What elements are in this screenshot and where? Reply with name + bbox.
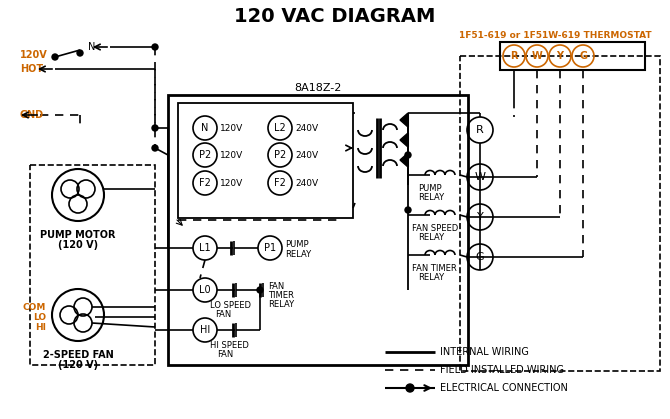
Text: RELAY: RELAY xyxy=(418,272,444,282)
Text: RELAY: RELAY xyxy=(285,249,311,259)
Text: HOT: HOT xyxy=(20,64,43,74)
Text: R: R xyxy=(511,51,518,61)
Text: Y: Y xyxy=(476,212,483,222)
Circle shape xyxy=(257,287,263,293)
Text: F2: F2 xyxy=(274,178,286,188)
Circle shape xyxy=(152,125,158,131)
Text: N: N xyxy=(201,123,208,133)
Text: PUMP: PUMP xyxy=(285,240,309,248)
Text: L1: L1 xyxy=(199,243,211,253)
Bar xyxy=(460,56,660,371)
Text: 240V: 240V xyxy=(295,124,318,132)
Text: FAN: FAN xyxy=(217,349,233,359)
Text: N: N xyxy=(88,42,96,52)
Text: L2: L2 xyxy=(274,123,286,133)
Text: INTERNAL WIRING: INTERNAL WIRING xyxy=(440,347,529,357)
Text: 120V: 120V xyxy=(220,124,243,132)
Text: 120V: 120V xyxy=(20,50,48,60)
Text: HI: HI xyxy=(200,325,210,335)
Text: G: G xyxy=(579,51,587,61)
Text: P2: P2 xyxy=(199,150,211,160)
Text: 120V: 120V xyxy=(220,178,243,187)
Text: ELECTRICAL CONNECTION: ELECTRICAL CONNECTION xyxy=(440,383,568,393)
Text: W: W xyxy=(531,51,543,61)
Text: P1: P1 xyxy=(264,243,276,253)
Bar xyxy=(500,42,645,70)
Text: RELAY: RELAY xyxy=(268,300,294,308)
Circle shape xyxy=(405,152,411,158)
Text: HI: HI xyxy=(35,323,46,331)
Text: 240V: 240V xyxy=(295,178,318,187)
Text: 8A18Z-2: 8A18Z-2 xyxy=(294,83,342,93)
Circle shape xyxy=(405,207,411,213)
Text: Y: Y xyxy=(557,51,563,61)
Bar xyxy=(178,103,353,218)
Text: COM: COM xyxy=(23,303,46,311)
Circle shape xyxy=(52,54,58,60)
Text: 1F51-619 or 1F51W-619 THERMOSTAT: 1F51-619 or 1F51W-619 THERMOSTAT xyxy=(459,31,651,39)
Text: FAN SPEED: FAN SPEED xyxy=(412,223,458,233)
Text: LO: LO xyxy=(33,313,46,321)
Text: 2-SPEED FAN: 2-SPEED FAN xyxy=(43,350,113,360)
Polygon shape xyxy=(400,133,408,147)
Polygon shape xyxy=(400,113,408,127)
Text: 240V: 240V xyxy=(295,150,318,160)
Text: R: R xyxy=(476,125,484,135)
Bar xyxy=(30,165,155,365)
Text: FIELD INSTALLED WIRING: FIELD INSTALLED WIRING xyxy=(440,365,564,375)
Text: FAN TIMER: FAN TIMER xyxy=(412,264,457,272)
Text: F2: F2 xyxy=(199,178,211,188)
Text: W: W xyxy=(474,172,486,182)
Circle shape xyxy=(77,50,83,56)
Polygon shape xyxy=(400,153,408,167)
Text: FAN: FAN xyxy=(268,282,284,290)
Text: RELAY: RELAY xyxy=(418,233,444,241)
Text: LO SPEED: LO SPEED xyxy=(210,300,251,310)
Circle shape xyxy=(152,44,158,50)
Text: 120 VAC DIAGRAM: 120 VAC DIAGRAM xyxy=(234,7,436,26)
Circle shape xyxy=(406,384,414,392)
Text: FAN: FAN xyxy=(215,310,231,318)
Text: PUMP MOTOR: PUMP MOTOR xyxy=(40,230,116,240)
Text: PUMP: PUMP xyxy=(418,184,442,192)
Text: HI SPEED: HI SPEED xyxy=(210,341,249,349)
Text: RELAY: RELAY xyxy=(418,192,444,202)
Text: (120 V): (120 V) xyxy=(58,360,98,370)
Circle shape xyxy=(152,145,158,151)
Text: G: G xyxy=(476,252,484,262)
Text: 120V: 120V xyxy=(220,150,243,160)
Text: GND: GND xyxy=(20,110,44,120)
Text: (120 V): (120 V) xyxy=(58,240,98,250)
Text: P2: P2 xyxy=(274,150,286,160)
Bar xyxy=(168,95,468,365)
Text: TIMER: TIMER xyxy=(268,290,294,300)
Text: L0: L0 xyxy=(199,285,211,295)
